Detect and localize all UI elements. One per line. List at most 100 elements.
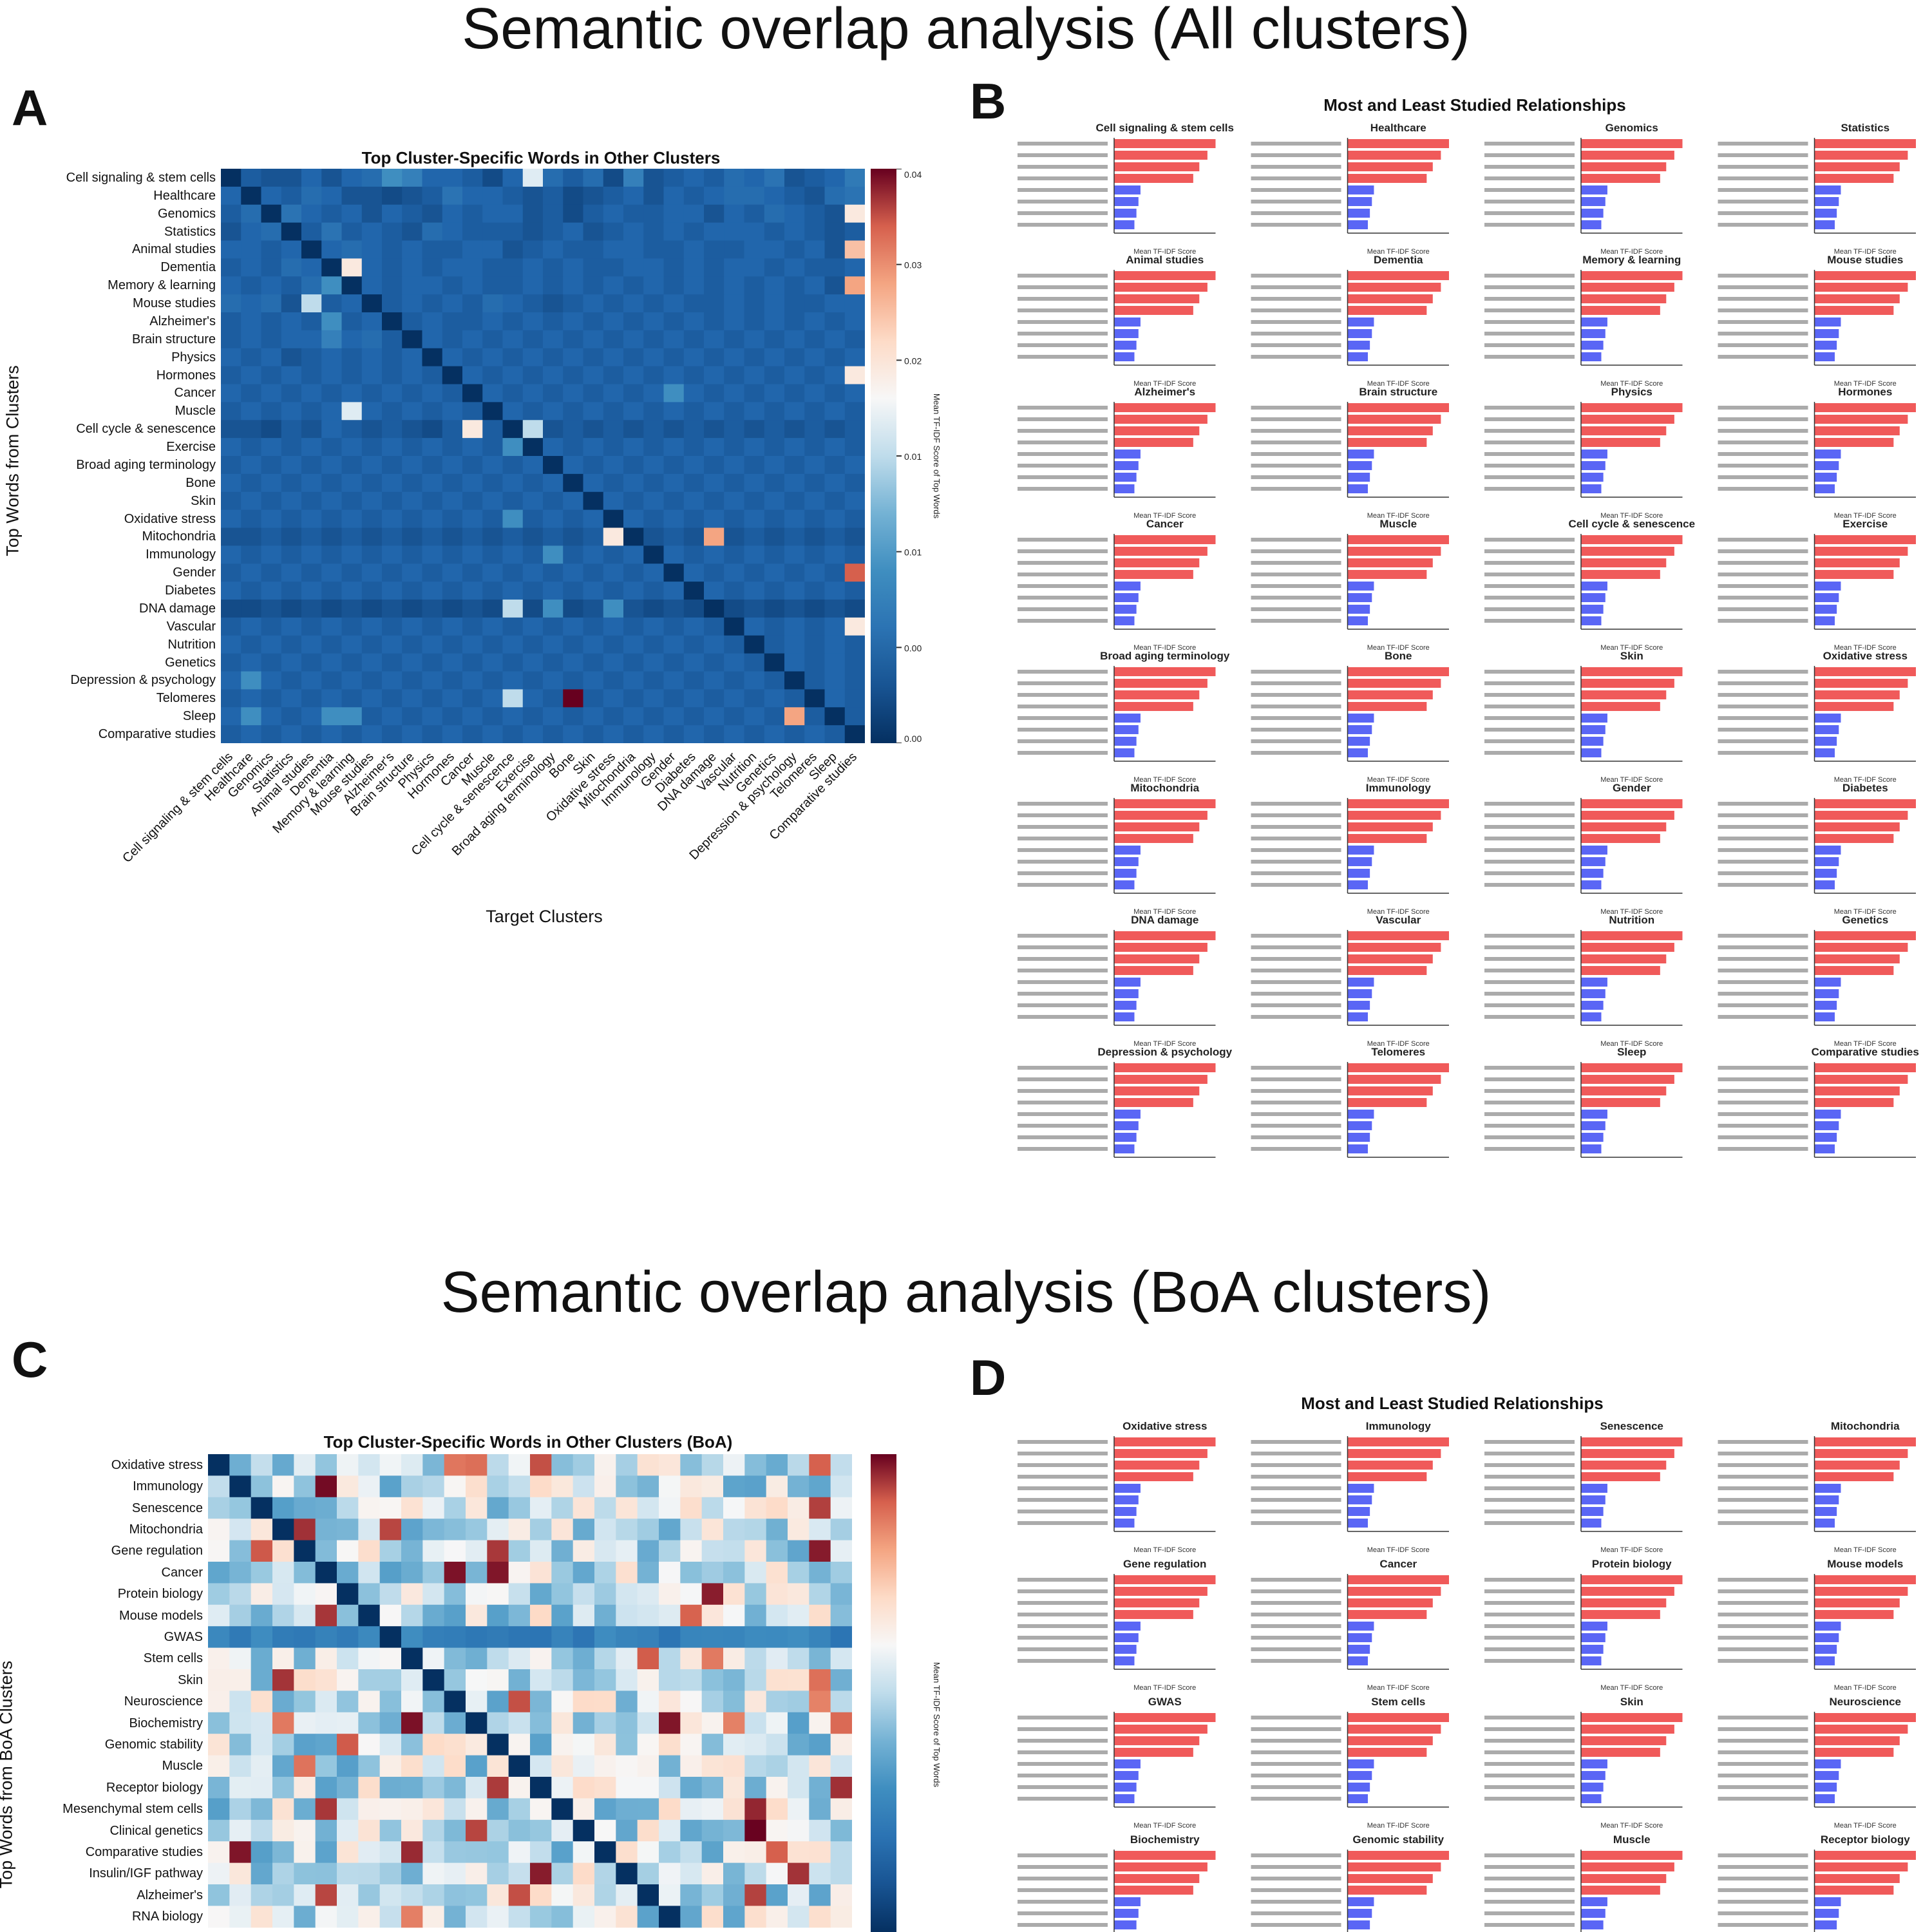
heatmap-c-cell [659,1884,681,1906]
heatmap-c-cell [466,1647,488,1670]
heatmap-a-cell [784,204,805,223]
heatmap-a-cell [502,509,524,528]
heatmap-c-cell [809,1475,831,1498]
heatmap-a-cell [462,545,483,564]
heatmap-c-cell [294,1519,316,1541]
heatmap-c-cell [251,1734,273,1756]
heatmap-c-cell [422,1862,445,1885]
heatmap-a-cell [704,258,724,277]
heatmap-a-cell [462,169,483,187]
heatmap-a-cell [301,348,322,367]
bar-most [1347,1575,1449,1584]
bar-subplot-title: Gender [1613,782,1651,794]
heatmap-c-cell [315,1906,337,1928]
heatmap-a-cell [502,312,524,331]
heatmap-a-cell [724,545,744,564]
heatmap-c-cell [251,1454,273,1476]
bar-least [1347,1519,1368,1528]
bar-least [1814,352,1835,361]
heatmap-a-cell [422,222,443,241]
bar-subplot-title: Protein biology [1592,1558,1672,1570]
heatmap-a-cell [543,527,564,546]
heatmap-c-cell [508,1734,531,1756]
bar-most [1814,1862,1908,1871]
heatmap-a-cell [563,725,583,743]
heatmap-c-cell [766,1884,788,1906]
heatmap-c-cell [251,1798,273,1821]
bar-subplot-title: Alzheimer's [1134,386,1195,398]
heatmap-c-cell [487,1583,509,1605]
heatmap-a-cell [442,725,463,743]
heatmap-a-cell [221,186,242,205]
heatmap-a-cell [261,653,282,672]
heatmap-c-cell [251,1647,273,1670]
heatmap-a-cell [442,258,463,277]
heatmap-a-cell [704,366,724,384]
bar-least [1814,1484,1841,1493]
heatmap-a-cell [824,635,846,654]
heatmap-c-cell [294,1583,316,1605]
bar-least [1814,1012,1835,1021]
heatmap-a-cell [784,312,805,331]
heatmap-c-cell [766,1604,788,1627]
heatmap-c-cell [573,1884,595,1906]
heatmap-c-cell [659,1562,681,1584]
heatmap-a-cell [724,258,744,277]
heatmap-a-row-label: Sleep [182,709,216,724]
heatmap-c-cell [616,1669,638,1691]
heatmap-c-cell [379,1454,402,1476]
heatmap-c-row-label: Senescence [131,1501,203,1515]
heatmap-a-cell [301,635,322,654]
heatmap-a-cell [744,330,765,349]
heatmap-c-cell [530,1626,552,1649]
heatmap-a-cell [844,438,865,457]
bar-most [1814,139,1916,148]
heatmap-c-cell [229,1862,252,1885]
heatmap-a-cell [321,348,342,367]
bar-least [1347,616,1368,625]
heatmap-a-cell [261,330,282,349]
heatmap-a-cell [301,186,322,205]
heatmap-c-cell [208,1454,230,1476]
heatmap-c-cell [530,1884,552,1906]
bar-subplot-xlabel: Mean TF-IDF Score [1367,1546,1430,1554]
heatmap-c-cell [659,1604,681,1627]
heatmap-a-cell [422,456,443,475]
heatmap-c-cell [229,1734,252,1756]
heatmap-a-cell [764,582,785,600]
bar-most [1347,799,1449,808]
heatmap-a-cell [623,294,644,313]
heatmap-a-cell [482,384,503,402]
heatmap-c-cell [766,1734,788,1756]
heatmap-c-cell [487,1669,509,1691]
bar-subplot-xlabel: Mean TF-IDF Score [1367,1684,1430,1692]
heatmap-c-cell [508,1475,531,1498]
heatmap-a-cell [301,545,322,564]
heatmap-c-cell [573,1712,595,1734]
bar-most [1114,306,1193,315]
heatmap-a-cell [221,294,242,313]
bar-subplot-title: Gene regulation [1123,1558,1206,1570]
heatmap-a-cell [603,169,624,187]
heatmap-a-cell [382,473,402,493]
heatmap-a-cell [724,671,744,690]
heatmap-c-cell [229,1583,252,1605]
heatmap-a-cell [241,330,261,349]
heatmap-a-cell [543,653,564,672]
heatmap-a-cell [724,707,744,726]
heatmap-a-cell [361,438,383,457]
heatmap-a-cell [844,545,865,564]
heatmap-a-cell [321,527,342,546]
heatmap-a-cell [462,258,483,277]
heatmap-c-cell [508,1862,531,1885]
heatmap-c-cell [487,1562,509,1584]
bar-most [1347,415,1441,424]
heatmap-a-cell [241,725,261,743]
bar-most [1581,943,1674,952]
heatmap-a-cell [603,491,624,511]
bar-least [1114,352,1135,361]
heatmap-c-cell [680,1519,703,1541]
bar-most [1581,403,1683,412]
bar-most [1347,426,1433,435]
heatmap-a-cell [321,671,342,690]
